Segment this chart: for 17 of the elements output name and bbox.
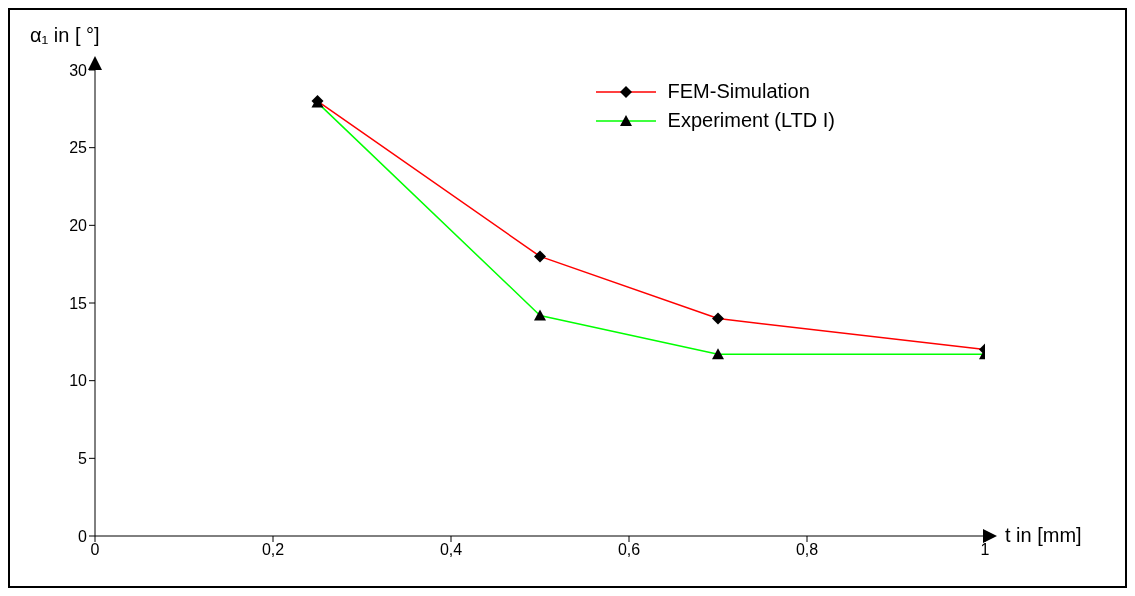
y-tick-label: 30 [69,61,88,79]
x-tick-label: 0,6 [617,541,641,559]
x-tick-label: 0,4 [439,541,463,559]
y-tick-label: 0 [78,527,88,545]
y-tick-label: 10 [69,372,88,390]
x-axis-title: t in [mm] [1005,524,1082,547]
legend-label: FEM-Simulation [667,80,810,103]
y-tick-label: 5 [78,450,88,468]
x-tick-label: 0,8 [795,541,819,559]
y-axis-title: α₁ in [ °] [30,24,100,47]
y-tick-label: 25 [69,139,88,157]
x-tick-label: 0 [90,541,100,559]
x-tick-label: 1 [980,541,990,559]
x-tick-label: 0,2 [261,541,285,559]
legend-label: Experiment (LTD I) [667,109,835,132]
y-tick-label: 20 [69,217,88,235]
y-tick-label: 15 [69,294,88,312]
